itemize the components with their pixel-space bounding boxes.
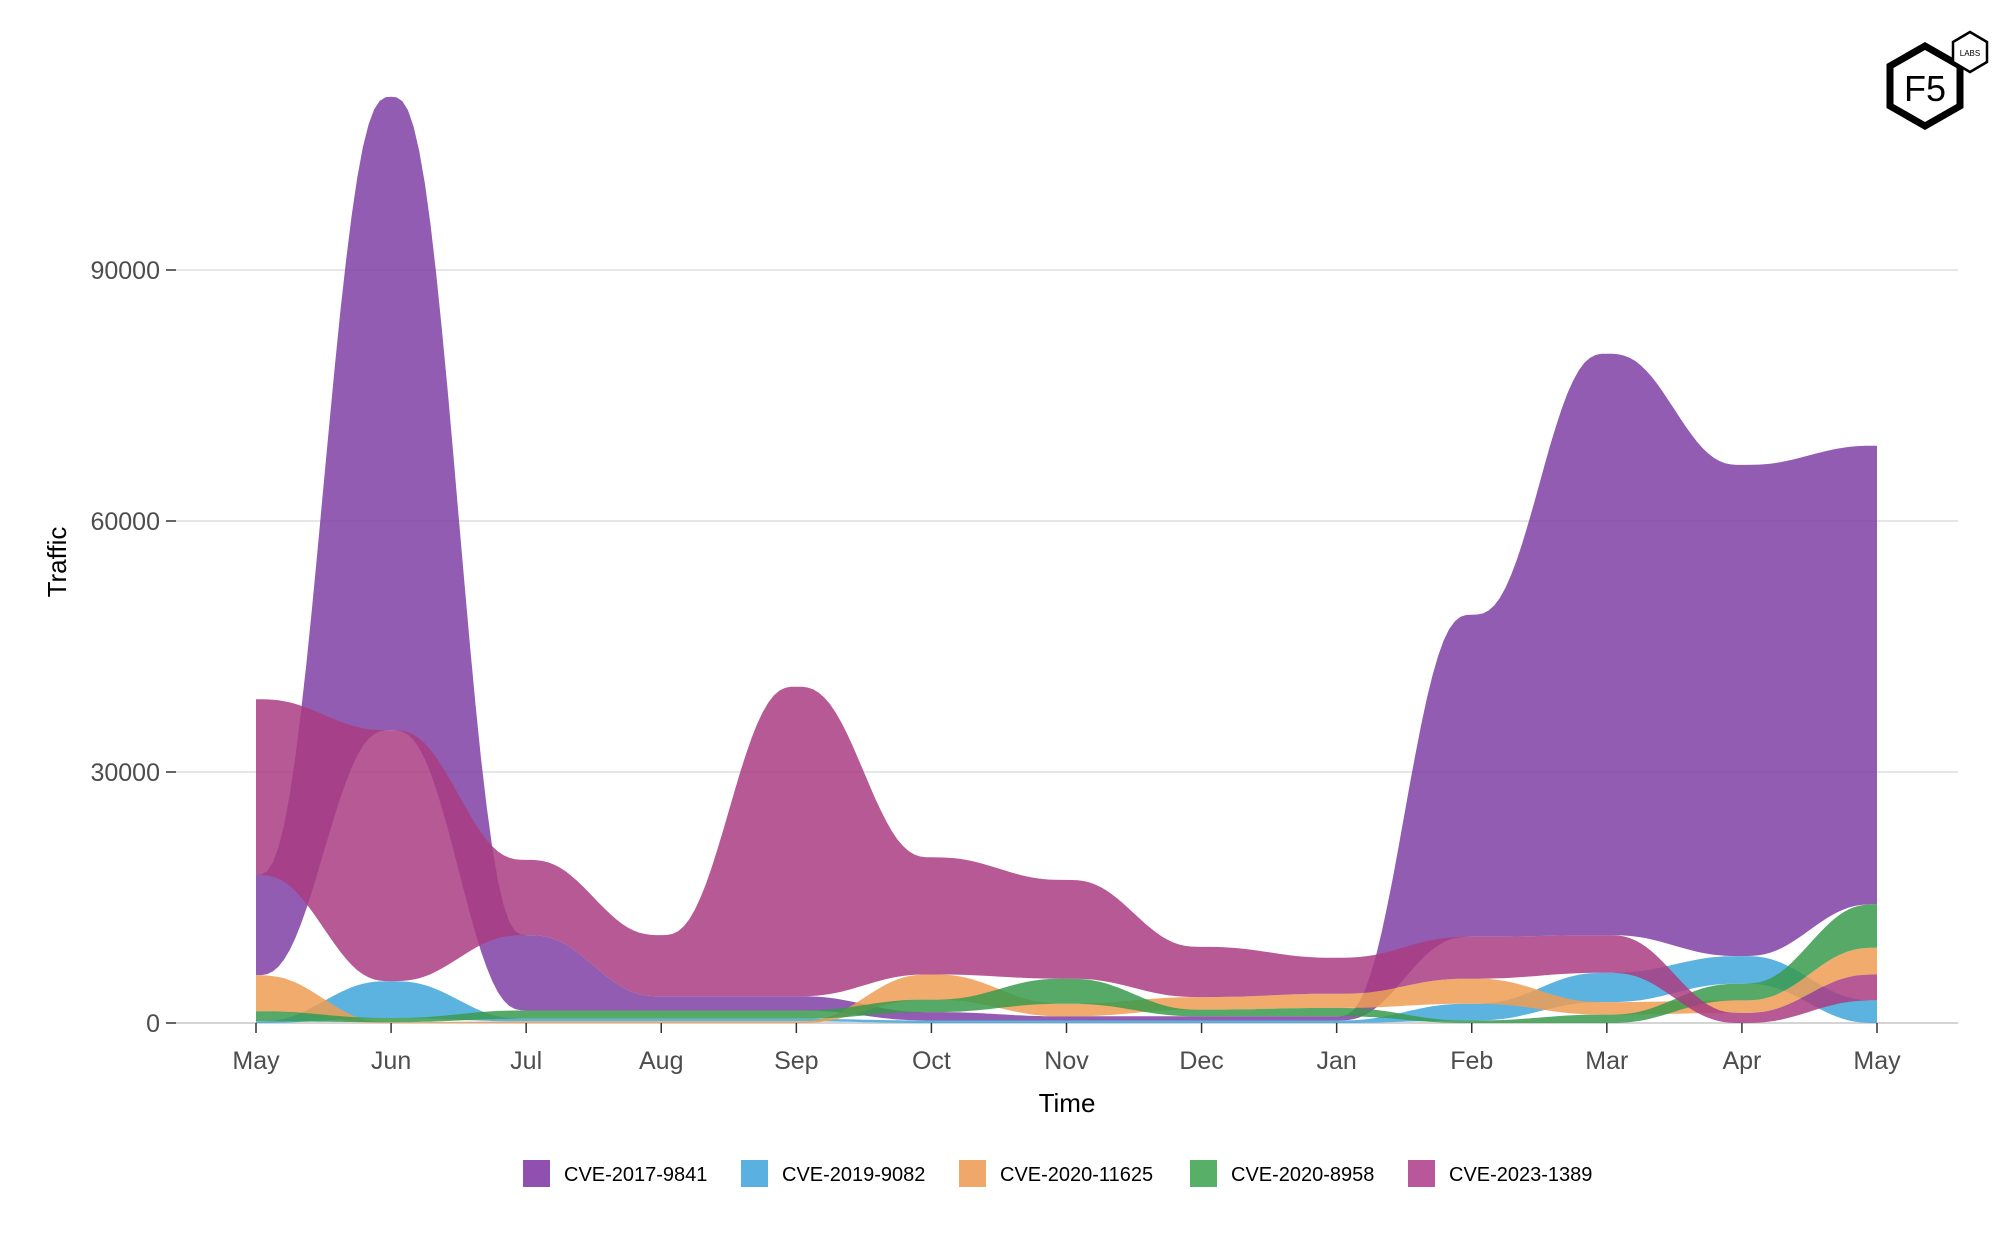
logo-text: F5 [1904, 68, 1946, 109]
x-tick-label: May [1853, 1047, 1901, 1075]
legend-label: CVE-2020-11625 [1000, 1164, 1153, 1186]
ribbon-cve-2020-11625 [256, 947, 1877, 1023]
ribbon-cve-2020-8958 [256, 904, 1877, 1023]
legend-label: CVE-2017-9841 [564, 1164, 707, 1186]
legend: CVE-2017-9841 CVE-2019-9082 CVE-2020-11625… [523, 1160, 1592, 1187]
legend-swatch [959, 1160, 986, 1187]
legend-swatch [523, 1160, 550, 1187]
y-tick-label: 90000 [90, 257, 160, 285]
y-tick-label: 30000 [90, 759, 160, 787]
legend-swatch [1408, 1160, 1435, 1187]
logo-subtext: LABS [1960, 49, 1980, 58]
legend-item: CVE-2019-9082 [741, 1160, 925, 1187]
x-axis-title: Time [1039, 1088, 1096, 1118]
legend-swatch [1190, 1160, 1217, 1187]
legend-item: CVE-2017-9841 [523, 1160, 707, 1187]
x-tick-label: Jan [1317, 1047, 1357, 1075]
x-tick-label: Apr [1722, 1047, 1761, 1075]
x-tick-label: Jun [371, 1047, 411, 1075]
legend-swatch [741, 1160, 768, 1187]
legend-label: CVE-2023-1389 [1449, 1164, 1592, 1186]
legend-label: CVE-2019-9082 [782, 1164, 925, 1186]
ribbon-cve-2017-9841 [256, 96, 1877, 1021]
f5-labs-logo: F5 LABS [1886, 30, 1989, 131]
x-tick-label: Feb [1450, 1047, 1493, 1075]
legend-label: CVE-2020-8958 [1231, 1164, 1374, 1186]
y-tick-label: 60000 [90, 508, 160, 536]
legend-item: CVE-2020-11625 [959, 1160, 1153, 1187]
x-tick-label: Mar [1585, 1047, 1628, 1075]
x-tick-label: May [232, 1047, 280, 1075]
x-axis-ticks: May Jun Jul Aug Sep Oct Nov Dec Jan Feb Mar Apr May [232, 1023, 1901, 1075]
y-axis-title: Traffic [42, 527, 72, 598]
y-axis-ticks: 0 30000 60000 90000 [90, 257, 176, 1038]
x-tick-label: Jul [510, 1047, 542, 1075]
x-tick-label: Nov [1044, 1047, 1089, 1075]
y-tick-label: 0 [146, 1010, 160, 1038]
ribbon-cve-2023-1389 [256, 686, 1877, 1023]
x-tick-label: Oct [912, 1047, 951, 1075]
x-tick-label: Dec [1179, 1047, 1223, 1075]
x-tick-label: Sep [774, 1047, 818, 1075]
x-tick-label: Aug [639, 1047, 683, 1075]
legend-item: CVE-2023-1389 [1408, 1160, 1592, 1187]
legend-item: CVE-2020-8958 [1190, 1160, 1374, 1187]
ribbon-cve-2019-9082 [256, 956, 1877, 1023]
series-ribbons [256, 96, 1877, 1023]
